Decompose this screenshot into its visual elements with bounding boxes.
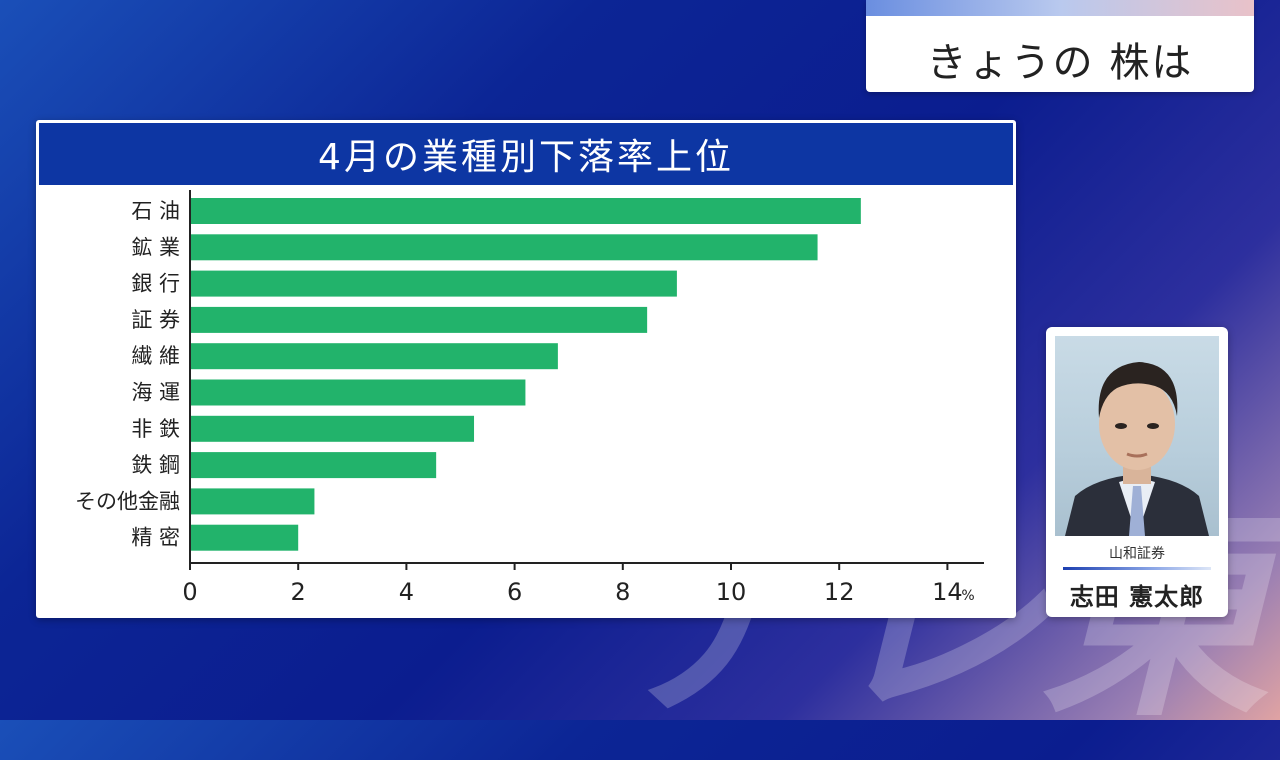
category-label: 証 券 bbox=[131, 308, 180, 332]
category-label: 銀 行 bbox=[131, 272, 180, 296]
bar-6 bbox=[190, 415, 475, 442]
topic-banner-strip bbox=[866, 0, 1254, 16]
bar-9 bbox=[190, 524, 299, 551]
x-tick-label: 8 bbox=[615, 578, 630, 606]
category-label: 海 運 bbox=[131, 381, 180, 405]
bar-7 bbox=[190, 452, 437, 479]
x-tick-label: 14 bbox=[932, 578, 963, 606]
x-tick-label: 10 bbox=[716, 578, 747, 606]
topic-banner: きょうの 株は bbox=[866, 0, 1254, 92]
category-label: 精 密 bbox=[131, 526, 180, 550]
bar-5 bbox=[190, 379, 526, 406]
x-tick-label: 2 bbox=[291, 578, 306, 606]
bar-4 bbox=[190, 343, 558, 370]
x-tick-label: 4 bbox=[399, 578, 414, 606]
analyst-name: 志田 憲太郎 bbox=[1069, 583, 1205, 611]
chart-title: 4月の業種別下落率上位 bbox=[39, 123, 1013, 185]
bar-1 bbox=[190, 234, 818, 261]
analyst-photo bbox=[1055, 336, 1219, 536]
bar-8 bbox=[190, 488, 315, 515]
category-label: 石 油 bbox=[131, 199, 180, 223]
bar-2 bbox=[190, 270, 677, 297]
category-label: その他金融 bbox=[75, 489, 180, 513]
card-divider bbox=[1063, 567, 1211, 570]
category-label: 非 鉄 bbox=[131, 417, 180, 441]
category-label: 繊 維 bbox=[131, 344, 180, 368]
category-label: 鉄 鋼 bbox=[131, 453, 180, 477]
bar-0 bbox=[190, 198, 861, 224]
analyst-company: 山和証券 bbox=[1109, 546, 1165, 562]
x-tick-label: 12 bbox=[824, 578, 855, 606]
category-label: 鉱 業 bbox=[131, 235, 180, 259]
chart-panel: 4月の業種別下落率上位 石 油鉱 業銀 行証 券繊 維海 運非 鉄鉄 鋼その他金… bbox=[36, 120, 1016, 618]
x-tick-label: 6 bbox=[507, 578, 522, 606]
topic-label: きょうの 株は bbox=[926, 40, 1194, 86]
x-unit-label: % bbox=[961, 588, 974, 604]
analyst-card: 山和証券 志田 憲太郎 bbox=[1046, 327, 1228, 617]
x-tick-label: 0 bbox=[182, 578, 197, 606]
bar-3 bbox=[190, 306, 648, 333]
